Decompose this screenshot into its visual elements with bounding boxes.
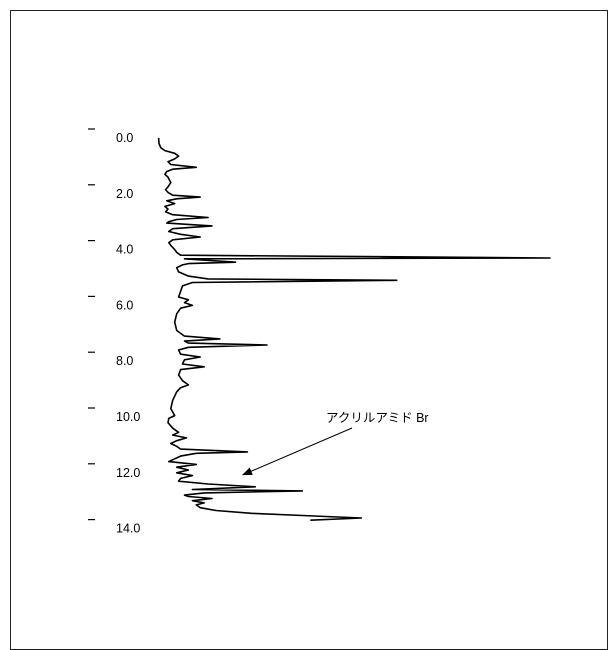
y-tick-label: 14.0 bbox=[116, 522, 140, 536]
y-tick-label: 10.0 bbox=[116, 410, 140, 424]
y-tick-label: 6.0 bbox=[116, 298, 133, 312]
y-tick-label: 4.0 bbox=[116, 243, 133, 257]
y-tick-label: 12.0 bbox=[116, 466, 140, 480]
annotation-arrow bbox=[242, 427, 353, 476]
chromatogram-trace bbox=[157, 137, 551, 521]
y-axis-tick-labels: 0.0 2.0 4.0 6.0 8.0 10.0 12.0 14.0 bbox=[116, 131, 140, 536]
annotation-label: アクリルアミド Br bbox=[326, 411, 429, 425]
y-tick-label: 8.0 bbox=[116, 354, 133, 368]
y-tick-label: 0.0 bbox=[116, 131, 133, 145]
y-axis-ticks bbox=[88, 128, 95, 521]
chart-frame bbox=[10, 10, 608, 650]
y-tick-label: 2.0 bbox=[116, 187, 133, 201]
